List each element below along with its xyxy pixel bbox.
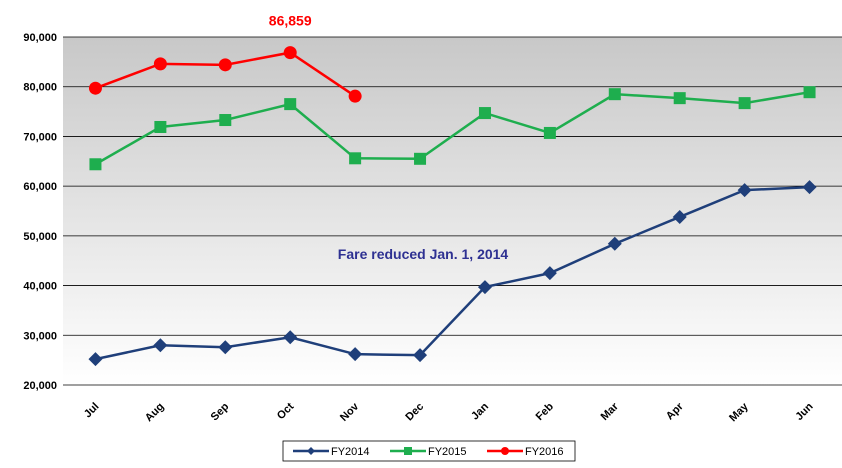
legend: FY2014 FY2015 FY2016 (282, 440, 576, 462)
legend-marker (404, 447, 412, 455)
marker (283, 330, 298, 345)
x-tick-label: Dec (403, 401, 426, 424)
x-tick-label: Jan (469, 400, 491, 422)
x-tick-label: Apr (664, 400, 686, 422)
legend-label: FY2016 (525, 446, 564, 458)
marker (348, 89, 362, 103)
legend-label: FY2014 (331, 446, 370, 458)
legend-label: FY2015 (428, 446, 467, 458)
data-label: 86,859 (269, 13, 312, 29)
marker (802, 180, 817, 195)
x-tick-label: Jun (793, 400, 816, 423)
marker (414, 152, 427, 165)
marker (737, 183, 752, 198)
marker (673, 92, 686, 105)
marker (89, 158, 102, 171)
marker (543, 126, 556, 139)
y-tick-label: 70,000 (23, 131, 57, 143)
y-tick-label: 60,000 (23, 181, 57, 193)
x-tick-label: Mar (599, 400, 622, 423)
legend-marker (307, 447, 315, 455)
x-tick-label: Aug (143, 401, 167, 425)
marker (88, 81, 102, 95)
marker (803, 86, 816, 99)
legend-marker (501, 447, 509, 455)
y-tick-label: 90,000 (23, 32, 57, 44)
y-tick-label: 20,000 (23, 380, 57, 392)
marker (154, 120, 167, 133)
x-tick-label: Oct (275, 400, 297, 422)
x-tick-label: Nov (338, 400, 362, 424)
series-line (94, 90, 810, 166)
marker (608, 88, 621, 101)
x-tick-label: Jul (82, 401, 102, 421)
marker (88, 352, 103, 367)
marker (607, 236, 622, 251)
marker (153, 338, 168, 353)
series-line (95, 185, 810, 361)
marker (413, 348, 428, 363)
y-tick-label: 50,000 (23, 231, 57, 243)
y-tick-label: 40,000 (23, 281, 57, 293)
x-tick-label: May (727, 400, 751, 424)
y-tick-label: 30,000 (23, 330, 57, 342)
marker (478, 107, 491, 120)
marker (542, 266, 557, 281)
marker (219, 114, 232, 127)
x-tick-label: Sep (209, 400, 232, 423)
marker (348, 347, 363, 362)
annotation: Fare reduced Jan. 1, 2014 (338, 246, 509, 262)
plot-area (63, 37, 842, 385)
marker (738, 97, 751, 110)
marker (153, 57, 167, 71)
marker (672, 209, 687, 224)
marker (477, 280, 492, 295)
marker (218, 340, 233, 355)
marker (283, 46, 297, 60)
x-tick-label: Feb (534, 400, 557, 423)
marker (349, 152, 362, 165)
marker (218, 58, 232, 72)
y-tick-label: 80,000 (23, 82, 57, 94)
marker (284, 98, 297, 111)
